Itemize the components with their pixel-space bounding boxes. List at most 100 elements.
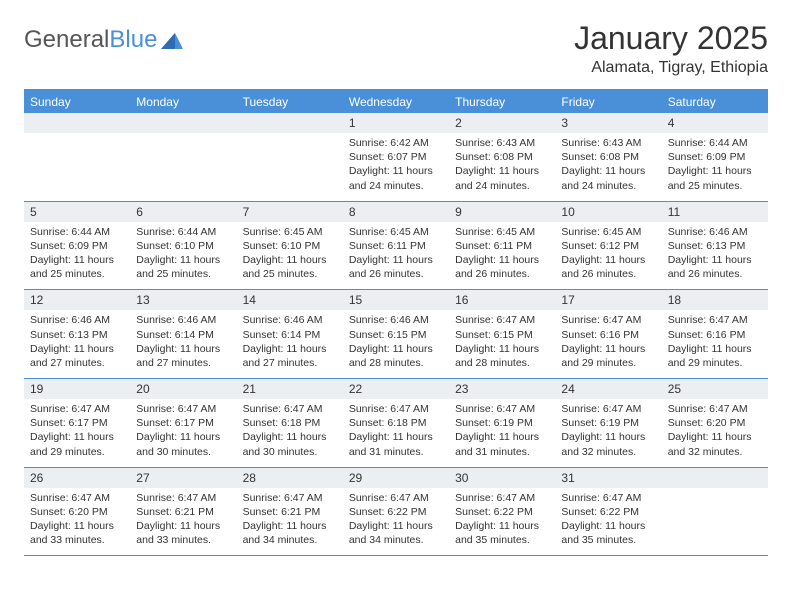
day-number: 5 — [24, 202, 130, 222]
calendar-cell: 29Sunrise: 6:47 AMSunset: 6:22 PMDayligh… — [343, 467, 449, 556]
calendar-head: SundayMondayTuesdayWednesdayThursdayFrid… — [24, 90, 768, 113]
day-number: 25 — [662, 379, 768, 399]
day-number: 3 — [555, 113, 661, 133]
day-content: Sunrise: 6:43 AMSunset: 6:08 PMDaylight:… — [449, 133, 555, 201]
location: Alamata, Tigray, Ethiopia — [574, 59, 768, 77]
day-number: 18 — [662, 290, 768, 310]
day-content: Sunrise: 6:47 AMSunset: 6:22 PMDaylight:… — [555, 488, 661, 556]
logo-part2: Blue — [109, 26, 157, 53]
day-number: 24 — [555, 379, 661, 399]
day-content: Sunrise: 6:45 AMSunset: 6:10 PMDaylight:… — [237, 222, 343, 290]
calendar-cell: 9Sunrise: 6:45 AMSunset: 6:11 PMDaylight… — [449, 201, 555, 290]
calendar-cell: 21Sunrise: 6:47 AMSunset: 6:18 PMDayligh… — [237, 379, 343, 468]
calendar-cell: 4Sunrise: 6:44 AMSunset: 6:09 PMDaylight… — [662, 113, 768, 201]
calendar-cell: 15Sunrise: 6:46 AMSunset: 6:15 PMDayligh… — [343, 290, 449, 379]
calendar-cell: 22Sunrise: 6:47 AMSunset: 6:18 PMDayligh… — [343, 379, 449, 468]
day-content: Sunrise: 6:44 AMSunset: 6:10 PMDaylight:… — [130, 222, 236, 290]
day-number: 20 — [130, 379, 236, 399]
calendar-cell: 12Sunrise: 6:46 AMSunset: 6:13 PMDayligh… — [24, 290, 130, 379]
calendar-cell: 6Sunrise: 6:44 AMSunset: 6:10 PMDaylight… — [130, 201, 236, 290]
empty-day-number — [24, 113, 130, 133]
calendar-table: SundayMondayTuesdayWednesdayThursdayFrid… — [24, 89, 768, 556]
day-number: 13 — [130, 290, 236, 310]
day-content: Sunrise: 6:47 AMSunset: 6:15 PMDaylight:… — [449, 310, 555, 378]
day-content: Sunrise: 6:47 AMSunset: 6:21 PMDaylight:… — [130, 488, 236, 556]
calendar-cell: 17Sunrise: 6:47 AMSunset: 6:16 PMDayligh… — [555, 290, 661, 379]
day-content: Sunrise: 6:42 AMSunset: 6:07 PMDaylight:… — [343, 133, 449, 201]
title-block: January 2025 Alamata, Tigray, Ethiopia — [574, 20, 768, 77]
day-content: Sunrise: 6:47 AMSunset: 6:20 PMDaylight:… — [662, 399, 768, 467]
day-content: Sunrise: 6:46 AMSunset: 6:15 PMDaylight:… — [343, 310, 449, 378]
logo-text: GeneralBlue — [24, 26, 157, 54]
calendar-week: 5Sunrise: 6:44 AMSunset: 6:09 PMDaylight… — [24, 201, 768, 290]
calendar-cell: 11Sunrise: 6:46 AMSunset: 6:13 PMDayligh… — [662, 201, 768, 290]
day-content: Sunrise: 6:47 AMSunset: 6:19 PMDaylight:… — [555, 399, 661, 467]
empty-day-number — [237, 113, 343, 133]
day-number: 15 — [343, 290, 449, 310]
empty-day-content — [662, 488, 768, 546]
day-number: 28 — [237, 468, 343, 488]
calendar-cell: 25Sunrise: 6:47 AMSunset: 6:20 PMDayligh… — [662, 379, 768, 468]
calendar-cell: 30Sunrise: 6:47 AMSunset: 6:22 PMDayligh… — [449, 467, 555, 556]
day-number: 12 — [24, 290, 130, 310]
day-content: Sunrise: 6:47 AMSunset: 6:16 PMDaylight:… — [662, 310, 768, 378]
day-number: 10 — [555, 202, 661, 222]
calendar-cell: 3Sunrise: 6:43 AMSunset: 6:08 PMDaylight… — [555, 113, 661, 201]
calendar-cell: 14Sunrise: 6:46 AMSunset: 6:14 PMDayligh… — [237, 290, 343, 379]
month-title: January 2025 — [574, 20, 768, 57]
calendar-cell: 5Sunrise: 6:44 AMSunset: 6:09 PMDaylight… — [24, 201, 130, 290]
day-content: Sunrise: 6:45 AMSunset: 6:11 PMDaylight:… — [449, 222, 555, 290]
calendar-cell: 8Sunrise: 6:45 AMSunset: 6:11 PMDaylight… — [343, 201, 449, 290]
day-number: 1 — [343, 113, 449, 133]
day-number: 4 — [662, 113, 768, 133]
day-header: Sunday — [24, 90, 130, 113]
calendar-cell: 28Sunrise: 6:47 AMSunset: 6:21 PMDayligh… — [237, 467, 343, 556]
calendar-cell: 23Sunrise: 6:47 AMSunset: 6:19 PMDayligh… — [449, 379, 555, 468]
empty-day-content — [24, 133, 130, 191]
day-content: Sunrise: 6:47 AMSunset: 6:20 PMDaylight:… — [24, 488, 130, 556]
day-number: 29 — [343, 468, 449, 488]
day-content: Sunrise: 6:47 AMSunset: 6:21 PMDaylight:… — [237, 488, 343, 556]
empty-day-number — [662, 468, 768, 488]
day-number: 6 — [130, 202, 236, 222]
day-content: Sunrise: 6:47 AMSunset: 6:19 PMDaylight:… — [449, 399, 555, 467]
calendar-cell — [662, 467, 768, 556]
calendar-cell — [24, 113, 130, 201]
empty-day-content — [130, 133, 236, 191]
day-number: 30 — [449, 468, 555, 488]
logo-triangle-icon — [161, 33, 183, 49]
day-content: Sunrise: 6:43 AMSunset: 6:08 PMDaylight:… — [555, 133, 661, 201]
day-number: 7 — [237, 202, 343, 222]
empty-day-content — [237, 133, 343, 191]
day-number: 17 — [555, 290, 661, 310]
calendar-cell: 13Sunrise: 6:46 AMSunset: 6:14 PMDayligh… — [130, 290, 236, 379]
day-content: Sunrise: 6:47 AMSunset: 6:17 PMDaylight:… — [24, 399, 130, 467]
logo: GeneralBlue — [24, 26, 183, 54]
day-header: Wednesday — [343, 90, 449, 113]
calendar-week: 12Sunrise: 6:46 AMSunset: 6:13 PMDayligh… — [24, 290, 768, 379]
day-number: 9 — [449, 202, 555, 222]
day-number: 31 — [555, 468, 661, 488]
calendar-cell: 27Sunrise: 6:47 AMSunset: 6:21 PMDayligh… — [130, 467, 236, 556]
calendar-cell: 16Sunrise: 6:47 AMSunset: 6:15 PMDayligh… — [449, 290, 555, 379]
day-number: 22 — [343, 379, 449, 399]
calendar-week: 26Sunrise: 6:47 AMSunset: 6:20 PMDayligh… — [24, 467, 768, 556]
calendar-cell — [130, 113, 236, 201]
empty-day-number — [130, 113, 236, 133]
day-number: 19 — [24, 379, 130, 399]
day-content: Sunrise: 6:47 AMSunset: 6:18 PMDaylight:… — [343, 399, 449, 467]
day-content: Sunrise: 6:44 AMSunset: 6:09 PMDaylight:… — [24, 222, 130, 290]
day-number: 2 — [449, 113, 555, 133]
day-content: Sunrise: 6:47 AMSunset: 6:22 PMDaylight:… — [449, 488, 555, 556]
calendar-cell: 19Sunrise: 6:47 AMSunset: 6:17 PMDayligh… — [24, 379, 130, 468]
day-number: 11 — [662, 202, 768, 222]
day-header: Thursday — [449, 90, 555, 113]
calendar-week: 19Sunrise: 6:47 AMSunset: 6:17 PMDayligh… — [24, 379, 768, 468]
day-content: Sunrise: 6:46 AMSunset: 6:14 PMDaylight:… — [130, 310, 236, 378]
day-content: Sunrise: 6:47 AMSunset: 6:16 PMDaylight:… — [555, 310, 661, 378]
day-number: 14 — [237, 290, 343, 310]
logo-part1: General — [24, 26, 109, 53]
calendar-body: 1Sunrise: 6:42 AMSunset: 6:07 PMDaylight… — [24, 113, 768, 556]
calendar-cell: 24Sunrise: 6:47 AMSunset: 6:19 PMDayligh… — [555, 379, 661, 468]
calendar-cell: 1Sunrise: 6:42 AMSunset: 6:07 PMDaylight… — [343, 113, 449, 201]
